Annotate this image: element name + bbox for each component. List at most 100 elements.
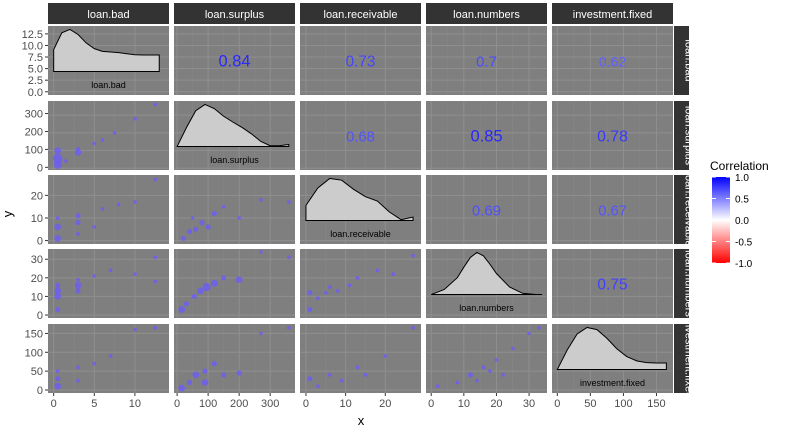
scatter-point	[536, 325, 541, 330]
scatter-point	[74, 148, 82, 156]
scatter-point	[76, 146, 80, 151]
y-tick-label: 10.0	[22, 40, 43, 52]
scatter-point	[527, 331, 531, 336]
panel-background	[48, 324, 169, 393]
panel-background	[174, 324, 295, 393]
panel-grid	[552, 249, 673, 318]
scatter-point	[92, 141, 97, 146]
x-axis-title: x	[358, 413, 365, 428]
panel-background	[174, 26, 295, 95]
column-strip-label: investment.fixed	[573, 9, 652, 21]
row-strip-label: investment.fixed	[683, 319, 695, 398]
panel-background	[552, 175, 673, 244]
column-strip	[48, 3, 169, 24]
scatter-point	[355, 275, 360, 280]
panel-background	[174, 249, 295, 318]
scatter-point	[411, 325, 415, 330]
x-tick-label: 20	[490, 398, 502, 410]
scatter-point	[391, 272, 396, 276]
scatter-point	[202, 283, 211, 292]
density-label: loan.numbers	[459, 303, 514, 313]
scatter-point	[494, 357, 499, 362]
scatter-point	[286, 325, 291, 330]
scatter-point	[100, 207, 105, 211]
scatter-point	[323, 290, 328, 295]
scatter-point	[54, 382, 62, 390]
scatter-point	[190, 216, 195, 220]
scatter-point	[153, 279, 158, 284]
panel-background	[552, 26, 673, 95]
scatter-point	[76, 231, 80, 236]
panel-grid	[300, 101, 421, 170]
scatter-point	[501, 373, 505, 377]
column-strip	[174, 3, 295, 24]
y-tick-label: 10	[31, 291, 43, 303]
panel-grid	[300, 324, 421, 393]
panel-grid	[174, 26, 295, 95]
panel-grid	[174, 249, 295, 318]
legend-title: Correlation	[710, 159, 769, 173]
row-strip	[674, 26, 689, 95]
scatter-point	[52, 153, 63, 164]
y-tick-label: 200	[25, 126, 43, 138]
scatter-point	[153, 255, 158, 260]
y-tick-label: 7.5	[28, 52, 43, 64]
y-tick-label: 300	[25, 109, 43, 121]
x-tick-label: 30	[523, 398, 535, 410]
scatter-point	[221, 275, 227, 281]
x-tick-label: 0	[174, 398, 180, 410]
panel-grid	[426, 101, 547, 170]
scatter-point	[153, 102, 158, 107]
legend-colorbar	[712, 177, 730, 263]
scatter-point	[133, 272, 137, 276]
column-strip-label: loan.surplus	[205, 9, 265, 21]
scatter-point	[55, 369, 60, 373]
panel-background	[426, 324, 547, 393]
scatter-point	[237, 216, 242, 220]
scatter-point	[54, 223, 62, 231]
y-tick-label: 20	[31, 273, 43, 285]
panel-grid	[48, 249, 169, 318]
panel-grid	[426, 175, 547, 244]
row-strip	[674, 324, 689, 393]
y-axis-title: y	[0, 210, 15, 217]
scatter-point	[55, 376, 61, 382]
panel-grid	[48, 175, 169, 244]
y-tick-label: 0	[37, 310, 43, 322]
density-curve	[176, 103, 290, 148]
correlation-value: 0.68	[346, 130, 375, 146]
x-tick-label: 10	[339, 398, 351, 410]
scatter-point	[202, 368, 208, 374]
x-tick-label: 150	[647, 398, 665, 410]
scatter-point	[236, 370, 242, 376]
scatter-point	[221, 372, 227, 378]
scatter-point	[221, 204, 226, 209]
correlation-value: 0.75	[597, 277, 627, 294]
correlation-value: 0.73	[346, 54, 376, 71]
scatter-point	[74, 281, 82, 289]
x-tick-label: 5	[91, 398, 97, 410]
y-tick-label: 0	[37, 236, 43, 248]
panel-grid	[552, 101, 673, 170]
panel-background	[300, 101, 421, 170]
scatter-point	[133, 116, 137, 121]
scatter-point	[210, 280, 218, 287]
density-curve	[305, 177, 414, 222]
x-tick-label: 200	[230, 398, 248, 410]
scatter-point	[178, 306, 186, 313]
panel-background	[48, 175, 169, 244]
scatter-point	[286, 200, 291, 204]
scatter-point	[510, 346, 515, 351]
scatter-point	[191, 293, 197, 300]
scatter-point	[108, 268, 113, 273]
scatter-point	[259, 331, 263, 336]
scatter-point	[335, 288, 340, 293]
scatter-point	[92, 225, 97, 229]
correlation-value: 0.69	[472, 204, 501, 220]
row-strip-label: loan.surplus	[683, 106, 695, 166]
x-tick-label: 0	[51, 398, 57, 410]
scatter-point	[108, 354, 113, 358]
y-tick-label: 2.5	[28, 75, 43, 87]
y-tick-label: 12.5	[22, 29, 43, 41]
